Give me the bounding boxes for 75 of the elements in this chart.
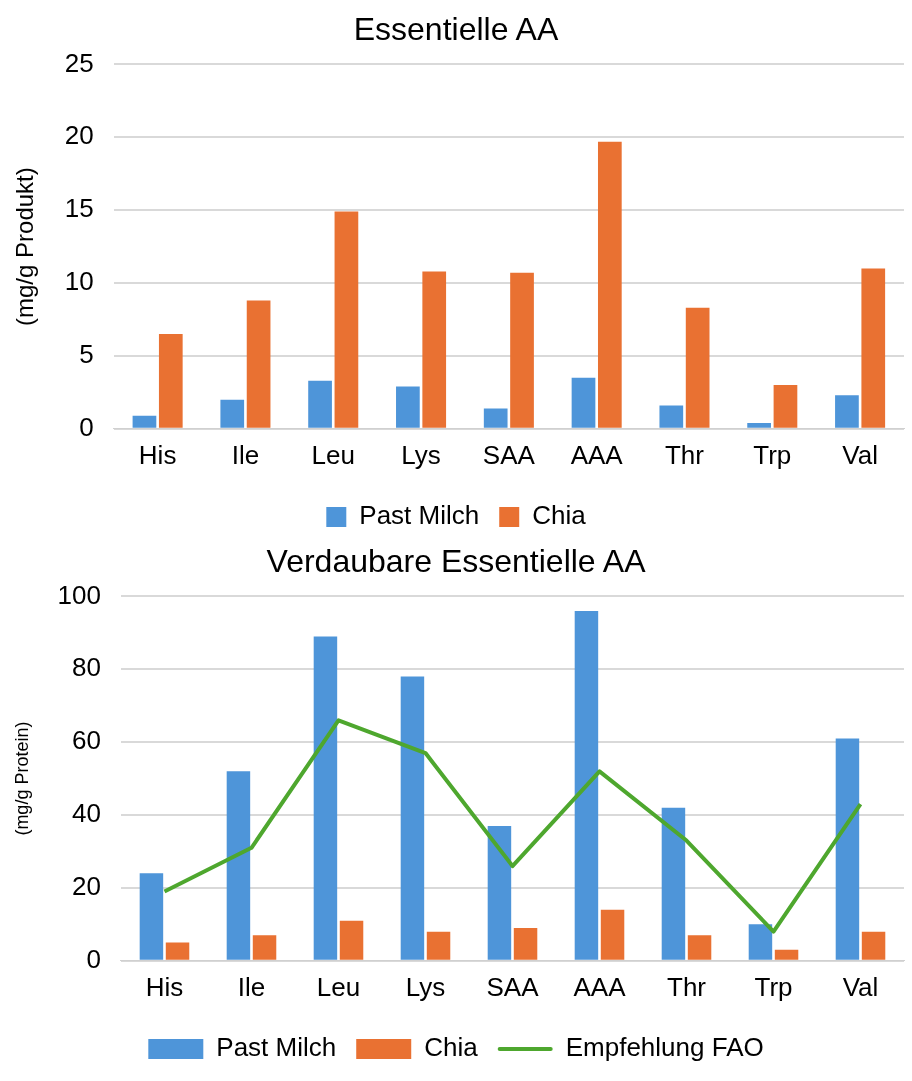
legend-label: Chia [424, 1032, 479, 1063]
y-tick-label: 15 [64, 193, 94, 224]
x-tick-label: AAA [570, 439, 624, 470]
bar [483, 408, 508, 428]
bar [510, 272, 534, 428]
legend-label: Past Milch [359, 500, 480, 531]
bar [687, 935, 712, 960]
bar [571, 377, 596, 428]
bar [861, 931, 886, 960]
x-tick-label: Ile [231, 439, 260, 470]
y-axis-title: (mg/g Produkt) [11, 167, 39, 326]
y-tick-label: 100 [57, 579, 101, 610]
bar [422, 271, 447, 428]
bar [396, 386, 420, 428]
bar [165, 942, 190, 960]
bar [400, 676, 425, 960]
y-tick-label: 80 [72, 652, 101, 683]
bar [773, 385, 798, 428]
bar [487, 825, 512, 960]
bar [339, 920, 364, 960]
x-tick-label: Lys [401, 439, 441, 470]
x-tick-label: Thr [664, 439, 705, 470]
x-tick-label: Leu [311, 439, 355, 470]
bar [246, 300, 271, 428]
x-tick-label: Val [842, 439, 878, 470]
y-tick-label: 20 [72, 871, 101, 902]
y-tick-label: 40 [72, 798, 101, 829]
y-axis-title: (mg/g Protein) [11, 721, 32, 836]
x-tick-label: Leu [316, 971, 361, 1002]
bar [158, 334, 183, 428]
bar [748, 924, 773, 960]
bar [835, 738, 860, 960]
y-tick-label: 25 [64, 47, 94, 78]
bar [747, 422, 771, 428]
y-tick-label: 20 [64, 120, 94, 151]
chart-title: Essentielle AA [353, 11, 559, 48]
bar [600, 909, 625, 960]
chart-title: Verdaubare Essentielle AA [266, 543, 647, 580]
y-tick-label: 0 [86, 943, 101, 974]
x-tick-label: SAA [482, 439, 536, 470]
x-tick-label: Val [842, 971, 879, 1002]
bar [774, 949, 799, 960]
bar [252, 935, 277, 960]
bar [226, 771, 251, 960]
bar [861, 268, 886, 428]
bar [574, 610, 599, 960]
x-tick-label: Lys [405, 971, 446, 1002]
y-tick-label: 60 [72, 725, 101, 756]
bar [659, 405, 684, 428]
bar [308, 380, 332, 428]
x-tick-label: Trp [753, 439, 792, 470]
bar [132, 415, 157, 428]
legend-label: Past Milch [216, 1032, 337, 1063]
legend-label: Empfehlung FAO [565, 1032, 764, 1063]
bar [513, 928, 538, 960]
x-tick-label: Thr [666, 971, 707, 1002]
bar [334, 211, 359, 428]
y-tick-label: 0 [79, 411, 94, 442]
x-tick-label: Trp [754, 971, 793, 1002]
x-tick-label: AAA [573, 971, 627, 1002]
bar [685, 307, 710, 428]
bar [220, 399, 245, 428]
y-tick-label: 10 [64, 266, 94, 297]
x-tick-label: Ile [237, 971, 266, 1002]
x-tick-label: SAA [486, 971, 540, 1002]
bar [139, 873, 164, 960]
bar [313, 636, 338, 960]
bar [835, 395, 859, 428]
legend-label: Chia [532, 500, 587, 531]
bar [661, 807, 686, 960]
bar [426, 931, 451, 960]
x-tick-label: His [138, 439, 177, 470]
bar [597, 141, 622, 428]
y-tick-label: 5 [79, 339, 94, 370]
x-tick-label: His [145, 971, 184, 1002]
